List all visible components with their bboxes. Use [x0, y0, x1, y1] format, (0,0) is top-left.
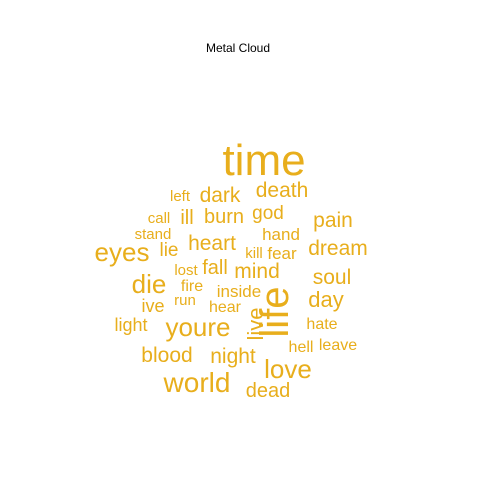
word-world: world: [163, 367, 231, 398]
word-leave: leave: [319, 337, 357, 354]
word-lie: lie: [159, 240, 178, 261]
word-lost: lost: [174, 262, 198, 279]
word-light: light: [114, 315, 147, 335]
word-life: life: [253, 286, 297, 337]
word-hand: hand: [262, 225, 300, 244]
word-heart: heart: [188, 232, 236, 255]
word-love: love: [264, 354, 312, 384]
word-live: live: [243, 307, 268, 340]
word-hate: hate: [306, 316, 337, 333]
word-mind: mind: [234, 260, 280, 283]
word-run: run: [174, 292, 196, 309]
word-death: death: [256, 179, 309, 202]
word-pain: pain: [313, 209, 353, 232]
word-time: time: [222, 136, 305, 185]
word-god: god: [252, 203, 284, 224]
word-ive: ive: [141, 296, 164, 316]
word-left: left: [170, 188, 191, 205]
word-fear: fear: [267, 244, 297, 263]
word-call: call: [148, 210, 171, 227]
word-dream: dream: [308, 237, 368, 260]
word-hell: hell: [289, 339, 314, 356]
word-inside: inside: [217, 282, 261, 301]
word-burn: burn: [204, 206, 244, 228]
word-eyes: eyes: [95, 237, 150, 267]
word-youre: youre: [165, 312, 230, 342]
chart-title: Metal Cloud: [206, 41, 270, 55]
word-hear: hear: [209, 299, 242, 316]
word-stand: stand: [135, 226, 172, 243]
word-day: day: [308, 287, 343, 312]
word-blood: blood: [141, 344, 192, 367]
word-night: night: [210, 345, 256, 368]
word-ill: ill: [180, 207, 193, 229]
word-die: die: [132, 269, 167, 299]
word-dark: dark: [200, 184, 241, 207]
word-kill: kill: [245, 245, 263, 262]
word-dead: dead: [246, 380, 291, 402]
word-fall: fall: [202, 257, 228, 279]
word-fire: fire: [181, 278, 203, 295]
word-soul: soul: [313, 266, 352, 289]
